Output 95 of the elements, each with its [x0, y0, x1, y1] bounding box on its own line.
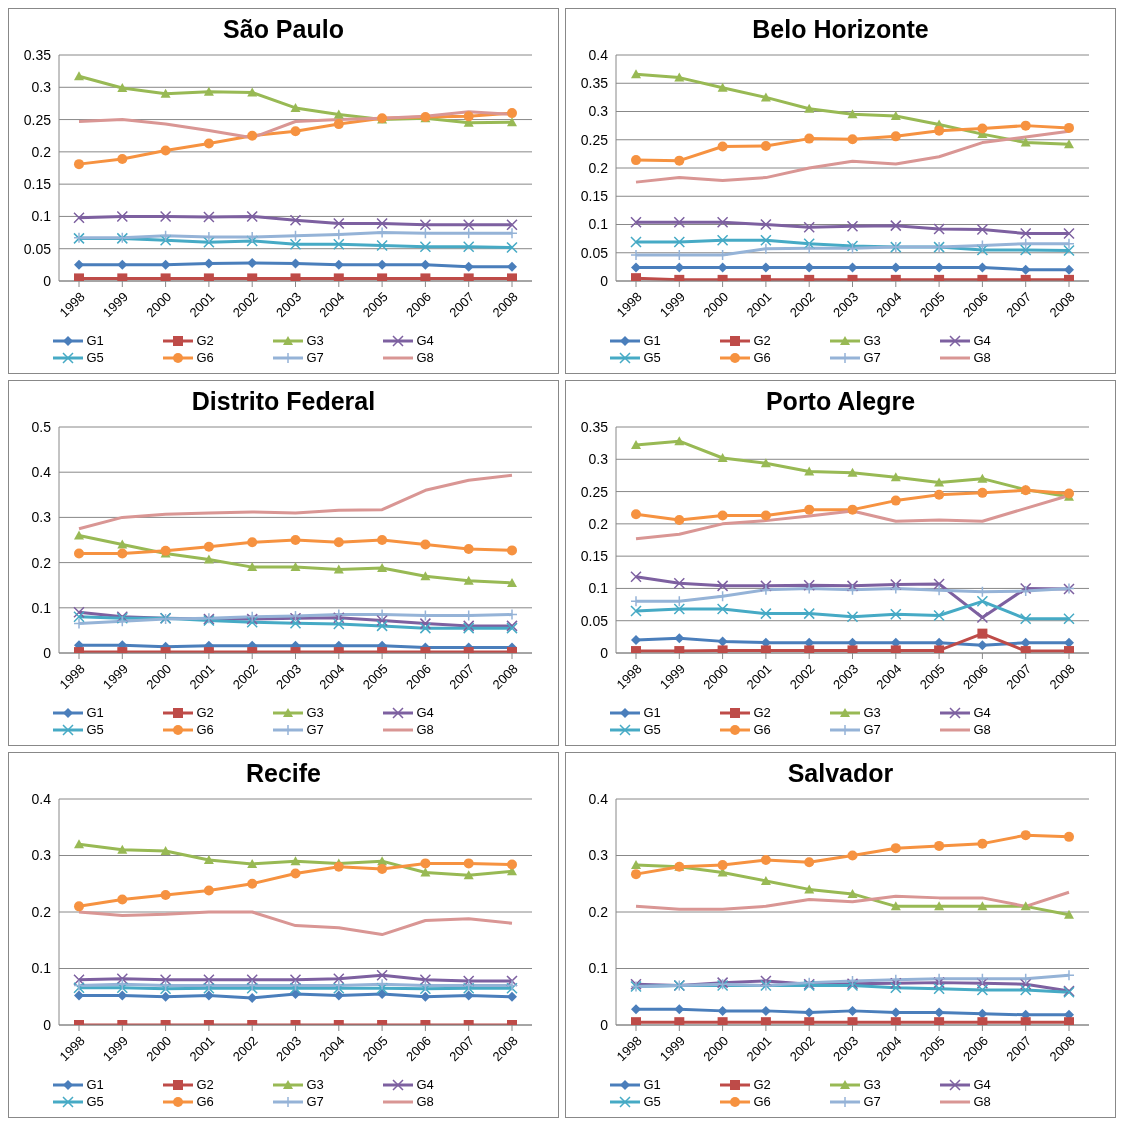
- y-tick-label: 0.1: [31, 599, 52, 616]
- legend-label: G2: [753, 333, 771, 348]
- legend-label: G2: [753, 1077, 771, 1092]
- chart-title: Distrito Federal: [190, 387, 377, 417]
- legend-label: G2: [196, 705, 214, 720]
- legend-label: G7: [306, 722, 324, 737]
- y-tick-label: 0.35: [580, 418, 609, 435]
- y-tick-label: 0.15: [580, 188, 609, 205]
- y-tick-label: 0.2: [588, 903, 609, 920]
- legend-label: G5: [643, 1094, 661, 1109]
- legend-label: G3: [863, 333, 881, 348]
- y-tick-label: 0.5: [31, 418, 52, 435]
- y-tick-label: 0.3: [31, 509, 52, 526]
- legend-label: G6: [753, 722, 771, 737]
- legend-label: G1: [643, 333, 661, 348]
- chart-title: Recife: [244, 759, 322, 789]
- y-tick-label: 0: [43, 272, 52, 289]
- legend-label: G8: [973, 1094, 991, 1109]
- y-tick-label: 0.15: [23, 176, 52, 193]
- y-tick-label: 0.3: [31, 847, 52, 864]
- y-tick-label: 0.15: [580, 548, 609, 565]
- y-tick-label: 0.35: [23, 46, 52, 63]
- legend-label: G7: [306, 1094, 324, 1109]
- y-tick-label: 0.25: [580, 483, 609, 500]
- legend-label: G4: [416, 1077, 434, 1092]
- y-tick-label: 0.35: [580, 75, 609, 92]
- legend-label: G8: [973, 722, 991, 737]
- y-tick-label: 0.4: [31, 464, 52, 481]
- legend-label: G1: [86, 333, 104, 348]
- chart-title: São Paulo: [222, 15, 345, 45]
- y-tick-label: 0.4: [588, 790, 609, 807]
- legend-label: G6: [753, 1094, 771, 1109]
- legend-label: G5: [86, 350, 104, 365]
- legend-label: G3: [863, 1077, 881, 1092]
- y-tick-label: 0.25: [23, 111, 52, 128]
- legend-label: G4: [416, 333, 434, 348]
- y-tick-label: 0.1: [588, 960, 609, 977]
- y-tick-label: 0: [43, 1016, 52, 1033]
- y-tick-label: 0.4: [31, 790, 52, 807]
- y-tick-label: 0.3: [31, 79, 52, 96]
- legend-label: G5: [86, 722, 104, 737]
- y-tick-label: 0: [600, 272, 609, 289]
- y-tick-label: 0.05: [580, 244, 609, 261]
- legend-label: G8: [416, 1094, 434, 1109]
- chart-title: Porto Alegre: [764, 387, 917, 417]
- legend-label: G1: [86, 705, 104, 720]
- y-tick-label: 0: [600, 644, 609, 661]
- legend-label: G3: [306, 1077, 324, 1092]
- legend-label: G6: [196, 722, 214, 737]
- legend-label: G6: [753, 350, 771, 365]
- legend-label: G4: [416, 705, 434, 720]
- legend-label: G8: [416, 722, 434, 737]
- y-tick-label: 0.1: [588, 216, 609, 233]
- y-tick-label: 0.05: [23, 240, 52, 257]
- y-tick-label: 0.2: [588, 515, 609, 532]
- y-tick-label: 0.1: [588, 580, 609, 597]
- y-tick-label: 0.2: [588, 159, 609, 176]
- legend-label: G2: [196, 333, 214, 348]
- legend-label: G2: [196, 1077, 214, 1092]
- legend-label: G7: [863, 350, 881, 365]
- legend-label: G5: [86, 1094, 104, 1109]
- y-tick-label: 0.05: [580, 612, 609, 629]
- chart-title: Belo Horizonte: [751, 15, 930, 45]
- legend-label: G6: [196, 1094, 214, 1109]
- legend-label: G3: [306, 705, 324, 720]
- y-tick-label: 0.2: [31, 903, 52, 920]
- legend-label: G8: [416, 350, 434, 365]
- y-tick-label: 0: [600, 1016, 609, 1033]
- legend-label: G5: [643, 350, 661, 365]
- legend-label: G8: [973, 350, 991, 365]
- legend-label: G1: [643, 705, 661, 720]
- y-tick-label: 0.25: [580, 131, 609, 148]
- legend-label: G7: [863, 722, 881, 737]
- y-tick-label: 0: [43, 644, 52, 661]
- y-tick-label: 0.2: [31, 554, 52, 571]
- y-tick-label: 0.3: [588, 847, 609, 864]
- legend-label: G5: [643, 722, 661, 737]
- legend-label: G6: [196, 350, 214, 365]
- legend-label: G7: [863, 1094, 881, 1109]
- y-tick-label: 0.3: [588, 451, 609, 468]
- y-tick-label: 0.2: [31, 143, 52, 160]
- legend-label: G3: [863, 705, 881, 720]
- legend-label: G4: [973, 333, 991, 348]
- legend-label: G4: [973, 1077, 991, 1092]
- legend-label: G2: [753, 705, 771, 720]
- legend-label: G3: [306, 333, 324, 348]
- legend-label: G1: [643, 1077, 661, 1092]
- legend-label: G7: [306, 350, 324, 365]
- y-tick-label: 0.3: [588, 103, 609, 120]
- y-tick-label: 0.4: [588, 46, 609, 63]
- chart-title: Salvador: [786, 759, 895, 789]
- legend-label: G1: [86, 1077, 104, 1092]
- legend-label: G4: [973, 705, 991, 720]
- y-tick-label: 0.1: [31, 208, 52, 225]
- y-tick-label: 0.1: [31, 960, 52, 977]
